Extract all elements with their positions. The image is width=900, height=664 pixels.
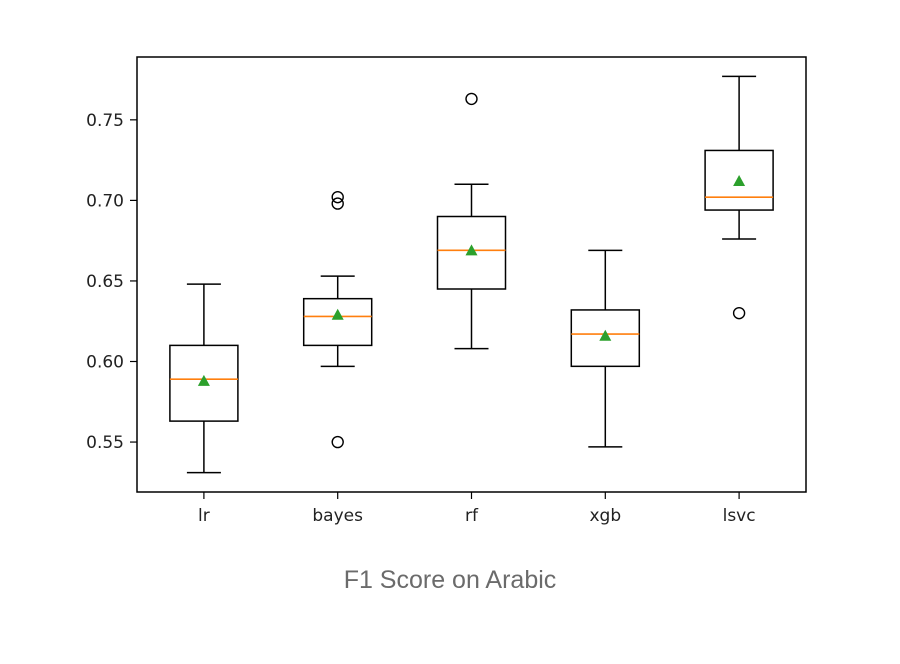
iqr-box <box>570 309 641 368</box>
mean-marker <box>599 329 612 341</box>
mean-marker <box>331 308 344 320</box>
x-axis: lr bayes rf xgb lsvc <box>198 492 756 526</box>
figure-caption: F1 Score on Arabic <box>343 566 557 594</box>
box-lr <box>169 283 239 474</box>
boxes-layer <box>169 75 774 474</box>
box-xgb <box>570 249 641 448</box>
iqr-box <box>302 297 373 347</box>
y-tick-label: 0.75 <box>86 111 124 131</box>
mean-marker <box>733 175 746 187</box>
box-bayes <box>302 190 373 449</box>
iqr-box <box>436 215 507 290</box>
y-tick-label: 0.55 <box>86 433 124 453</box>
outlier-point <box>331 197 344 210</box>
box-rf <box>436 92 507 350</box>
iqr-box <box>169 344 239 422</box>
x-tick-label-lsvc: lsvc <box>723 506 756 526</box>
x-tick-label-xgb: xgb <box>589 506 621 526</box>
y-tick-label: 0.65 <box>86 272 124 292</box>
box-plot-chart: 0.55 0.60 0.65 0.70 0.75 lr bayes rf xgb lsvc <box>86 56 807 526</box>
y-tick-label: 0.70 <box>86 191 124 211</box>
outlier-point <box>331 435 344 449</box>
plot-area <box>136 56 807 493</box>
outlier-point <box>331 190 344 204</box>
y-axis: 0.55 0.60 0.65 0.70 0.75 <box>86 111 137 453</box>
mean-marker <box>465 244 478 256</box>
x-tick-label-bayes: bayes <box>312 506 363 526</box>
iqr-box <box>704 149 774 211</box>
outlier-point <box>465 92 478 106</box>
x-tick-label-lr: lr <box>198 506 210 526</box>
x-tick-label-rf: rf <box>465 506 479 526</box>
mean-marker <box>197 374 210 386</box>
y-tick-label: 0.60 <box>86 353 124 373</box>
outlier-point <box>732 306 746 320</box>
box-lsvc <box>704 75 774 320</box>
